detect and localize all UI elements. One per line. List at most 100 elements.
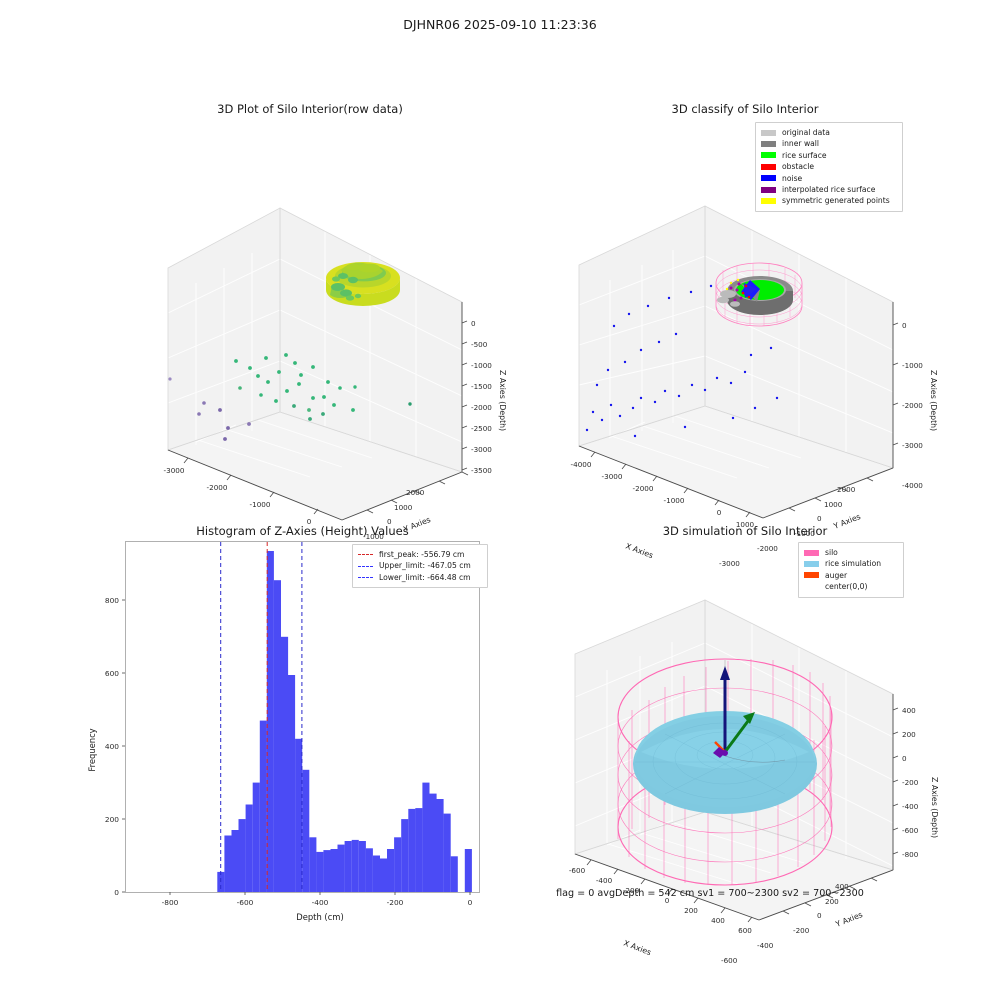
status-line: flag = 0 avgDepth = 542 cm sv1 = 700~230… bbox=[556, 888, 864, 899]
svg-text:400: 400 bbox=[902, 706, 916, 715]
legend-label: symmetric generated points bbox=[782, 196, 890, 206]
svg-text:400: 400 bbox=[105, 742, 119, 751]
axis-label-z-classify3d: Z Axies (Depth) bbox=[929, 370, 938, 431]
legend-line-lower-limit bbox=[358, 576, 373, 578]
svg-text:400: 400 bbox=[835, 882, 849, 891]
panel-title-sim3d: 3D simulation of Silo Interior bbox=[662, 524, 828, 538]
axis-label-x-histogram: Depth (cm) bbox=[296, 912, 343, 922]
legend-sim3d[interactable]: silo rice simulation auger center(0,0) bbox=[798, 542, 904, 598]
axes-classify3d[interactable]: -4000 -3000 -2000 -1000 0 1000 2000 1000 0 -1… bbox=[545, 120, 945, 568]
svg-text:-600: -600 bbox=[721, 956, 738, 965]
legend-label: Upper_limit: -467.05 cm bbox=[379, 561, 471, 571]
legend-item: rice simulation bbox=[804, 558, 897, 569]
svg-text:-200: -200 bbox=[793, 926, 810, 935]
legend-item: center(0,0) bbox=[804, 581, 897, 592]
legend-item: auger bbox=[804, 570, 897, 581]
svg-text:-1000: -1000 bbox=[471, 361, 492, 370]
svg-text:200: 200 bbox=[105, 815, 119, 824]
svg-text:200: 200 bbox=[902, 730, 916, 739]
svg-text:200: 200 bbox=[825, 897, 839, 906]
scatter-points-raw3d bbox=[168, 353, 412, 441]
legend-item: silo bbox=[804, 547, 897, 558]
legend-item: first_peak: -556.79 cm bbox=[358, 549, 481, 560]
svg-text:-500: -500 bbox=[471, 340, 488, 349]
svg-text:-1000: -1000 bbox=[664, 496, 685, 505]
svg-text:-600: -600 bbox=[569, 866, 586, 875]
svg-text:0: 0 bbox=[468, 898, 473, 907]
svg-text:-3500: -3500 bbox=[471, 466, 492, 475]
legend-label: auger bbox=[825, 570, 848, 580]
svg-text:-2000: -2000 bbox=[207, 483, 228, 492]
svg-text:1000: 1000 bbox=[394, 503, 413, 512]
silo-ring-cluster-raw3d bbox=[326, 262, 400, 306]
svg-text:-4000: -4000 bbox=[902, 481, 923, 490]
histogram-plot-area[interactable] bbox=[125, 541, 480, 893]
histogram-bars bbox=[217, 551, 472, 892]
legend-label: obstacle bbox=[782, 162, 815, 172]
svg-text:0: 0 bbox=[817, 514, 822, 523]
legend-line-upper-limit bbox=[358, 565, 373, 567]
svg-text:-3000: -3000 bbox=[602, 472, 623, 481]
legend-item: interpolated rice surface bbox=[761, 184, 896, 195]
legend-swatch-silo bbox=[804, 549, 819, 556]
silo-model-classify3d bbox=[715, 262, 803, 327]
svg-text:-600: -600 bbox=[237, 898, 254, 907]
svg-text:0: 0 bbox=[114, 888, 119, 897]
svg-text:-3000: -3000 bbox=[719, 559, 740, 568]
svg-text:-1000: -1000 bbox=[794, 529, 815, 538]
svg-text:-400: -400 bbox=[902, 802, 919, 811]
legend-swatch-obstacle bbox=[761, 163, 776, 170]
legend-label: rice simulation bbox=[825, 559, 882, 569]
axes-sim3d[interactable]: -600 -400 -200 0 200 400 600 400 200 0 -200 -… bbox=[545, 542, 945, 965]
svg-text:0: 0 bbox=[817, 911, 822, 920]
axis-label-y-sim3d: Y Axies bbox=[833, 910, 863, 929]
svg-text:0: 0 bbox=[717, 508, 722, 517]
hist-axes-wrap: 0 200 400 600 800 Frequency -800 -600 -400 -… bbox=[87, 541, 488, 922]
svg-text:-200: -200 bbox=[387, 898, 404, 907]
svg-text:-1000: -1000 bbox=[250, 500, 271, 509]
svg-text:-1500: -1500 bbox=[471, 382, 492, 391]
figure-title: DJHNR06 2025-09-10 11:23:36 bbox=[403, 17, 597, 32]
svg-text:-200: -200 bbox=[623, 886, 640, 895]
legend-label: original data bbox=[782, 128, 830, 137]
legend-item: inner wall bbox=[761, 138, 896, 149]
legend-item: Upper_limit: -467.05 cm bbox=[358, 560, 481, 571]
svg-text:-3000: -3000 bbox=[471, 445, 492, 454]
svg-text:-400: -400 bbox=[596, 876, 613, 885]
panel-title-raw3d: 3D Plot of Silo Interior(row data) bbox=[217, 102, 403, 116]
legend-item: Lower_limit: -664.48 cm bbox=[358, 572, 481, 583]
legend-label: first_peak: -556.79 cm bbox=[379, 550, 465, 559]
svg-text:-4000: -4000 bbox=[571, 460, 592, 469]
svg-text:400: 400 bbox=[711, 916, 725, 925]
svg-text:0: 0 bbox=[471, 319, 476, 328]
legend-swatch-interpolated-rice-surface bbox=[761, 186, 776, 193]
noise-points-classify3d bbox=[585, 284, 779, 438]
legend-item: noise bbox=[761, 173, 896, 184]
legend-swatch-rice-simulation bbox=[804, 561, 819, 568]
svg-text:-200: -200 bbox=[902, 778, 919, 787]
auger-center-marker-sim3d bbox=[713, 660, 755, 758]
svg-text:-800: -800 bbox=[902, 850, 919, 859]
legend-label: noise bbox=[782, 173, 803, 183]
legend-swatch-rice-surface bbox=[761, 152, 776, 159]
svg-text:0: 0 bbox=[902, 321, 907, 330]
svg-text:600: 600 bbox=[105, 669, 119, 678]
legend-histogram[interactable]: first_peak: -556.79 cm Upper_limit: -467… bbox=[352, 544, 488, 589]
svg-text:2000: 2000 bbox=[837, 485, 856, 494]
svg-text:-2500: -2500 bbox=[471, 424, 492, 433]
svg-text:-800: -800 bbox=[162, 898, 179, 907]
legend-item: rice surface bbox=[761, 150, 896, 161]
svg-text:600: 600 bbox=[738, 926, 752, 935]
legend-item: original data bbox=[761, 127, 896, 138]
svg-text:-400: -400 bbox=[312, 898, 329, 907]
svg-text:200: 200 bbox=[684, 906, 698, 915]
legend-label: rice surface bbox=[782, 150, 827, 160]
svg-text:-2000: -2000 bbox=[471, 403, 492, 412]
legend-label: center(0,0) bbox=[825, 582, 868, 592]
svg-text:-400: -400 bbox=[757, 941, 774, 950]
legend-classify3d[interactable]: original data inner wall rice surface ob… bbox=[755, 122, 903, 212]
svg-text:0: 0 bbox=[387, 517, 392, 526]
svg-text:800: 800 bbox=[105, 596, 119, 605]
